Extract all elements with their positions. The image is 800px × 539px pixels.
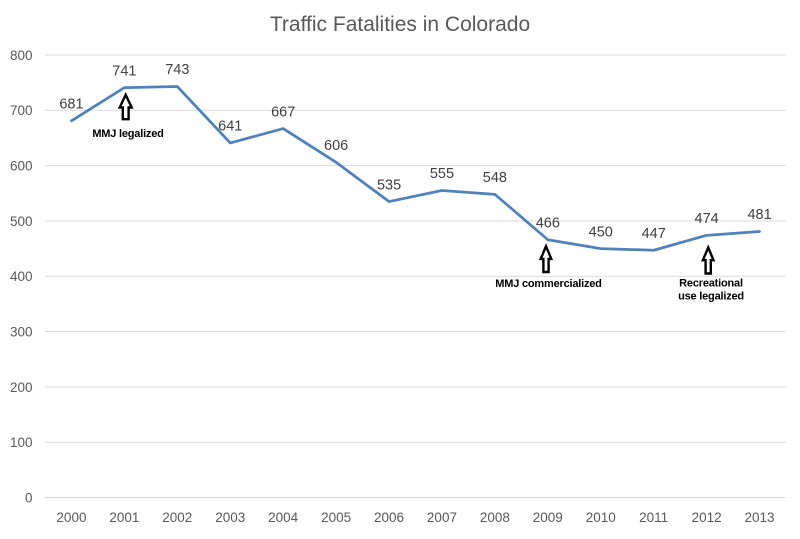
svg-text:2008: 2008 — [480, 510, 510, 525]
svg-text:Recreational: Recreational — [679, 277, 743, 289]
svg-text:MMJ commercialized: MMJ commercialized — [495, 278, 601, 290]
svg-text:2002: 2002 — [162, 510, 192, 525]
svg-text:2006: 2006 — [374, 510, 404, 525]
svg-text:2011: 2011 — [639, 510, 668, 525]
svg-text:681: 681 — [59, 97, 83, 113]
svg-text:741: 741 — [112, 63, 136, 79]
svg-text:450: 450 — [589, 224, 613, 240]
svg-text:474: 474 — [695, 211, 719, 227]
svg-text:2003: 2003 — [215, 510, 245, 525]
svg-text:700: 700 — [10, 103, 33, 118]
svg-text:MMJ legalized: MMJ legalized — [92, 128, 163, 140]
svg-text:548: 548 — [483, 170, 507, 186]
svg-text:2013: 2013 — [745, 510, 775, 525]
svg-text:2000: 2000 — [56, 510, 86, 525]
svg-text:800: 800 — [10, 48, 33, 63]
svg-text:500: 500 — [10, 214, 33, 229]
svg-text:0: 0 — [25, 490, 33, 505]
svg-text:2012: 2012 — [692, 510, 722, 525]
svg-text:300: 300 — [10, 324, 33, 339]
svg-text:2010: 2010 — [586, 510, 616, 525]
svg-text:2001: 2001 — [109, 510, 139, 525]
svg-text:2007: 2007 — [427, 510, 457, 525]
svg-text:use legalized: use legalized — [678, 290, 744, 302]
svg-text:2009: 2009 — [533, 510, 563, 525]
svg-text:606: 606 — [324, 138, 348, 154]
svg-text:641: 641 — [218, 119, 242, 135]
svg-text:667: 667 — [271, 104, 295, 120]
svg-text:481: 481 — [747, 207, 771, 223]
svg-text:Traffic Fatalities in Colorado: Traffic Fatalities in Colorado — [270, 13, 530, 36]
svg-text:2004: 2004 — [268, 510, 299, 525]
svg-text:743: 743 — [165, 62, 189, 78]
svg-text:100: 100 — [10, 435, 33, 450]
svg-text:600: 600 — [10, 159, 33, 174]
svg-text:447: 447 — [642, 226, 666, 242]
svg-text:535: 535 — [377, 177, 401, 193]
svg-text:466: 466 — [536, 215, 560, 231]
svg-text:200: 200 — [10, 380, 33, 395]
svg-text:555: 555 — [430, 166, 454, 182]
svg-text:2005: 2005 — [321, 510, 351, 525]
svg-text:400: 400 — [10, 269, 33, 284]
